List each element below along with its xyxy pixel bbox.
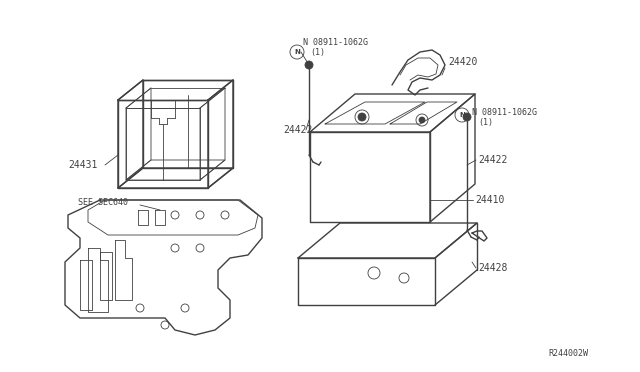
Text: 24420: 24420 [448,57,477,67]
Text: 24410: 24410 [475,195,504,205]
Text: N 08911-1062G: N 08911-1062G [472,108,537,116]
Text: 24431: 24431 [68,160,97,170]
Text: R244002W: R244002W [548,350,588,359]
Text: 24428: 24428 [478,263,508,273]
Text: SEE SEC640: SEE SEC640 [78,198,128,206]
Circle shape [358,113,366,121]
Text: (1): (1) [478,118,493,126]
Text: N: N [459,112,465,118]
Circle shape [419,117,425,123]
Text: N 08911-1062G: N 08911-1062G [303,38,368,46]
Text: (1): (1) [310,48,325,57]
Circle shape [305,61,313,69]
Text: N: N [294,49,300,55]
Text: 24422: 24422 [283,125,312,135]
Text: 24422: 24422 [478,155,508,165]
Circle shape [463,113,471,121]
